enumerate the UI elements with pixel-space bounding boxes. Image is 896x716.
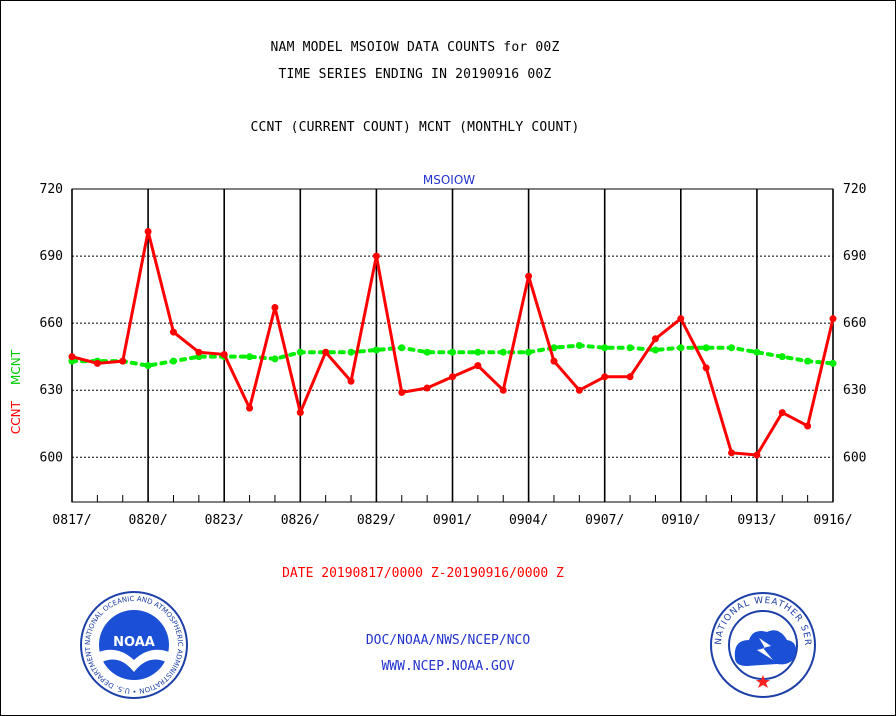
ccnt-data-point (804, 422, 812, 430)
y-tick-label-right: 600 (843, 450, 866, 465)
x-tick-label: 0904/ (509, 513, 548, 528)
ccnt-data-point (449, 373, 456, 381)
y-tick-label-right: 720 (843, 182, 866, 197)
y-tick-label-right: 660 (843, 316, 866, 331)
header-title-line-1: NAM MODEL MSOIOW DATA COUNTS for 00Z (270, 40, 560, 55)
ccnt-data-point (474, 362, 482, 370)
ccnt-data-point (271, 303, 279, 311)
ccnt-data-point (702, 364, 710, 372)
y-tick-label-left: 660 (40, 316, 63, 331)
mcnt-data-point (144, 362, 152, 370)
y-axis-label: CCNT MCNT (9, 349, 23, 434)
mcnt-data-point (651, 346, 659, 354)
mcnt-data-point (499, 348, 507, 356)
mcnt-data-point (778, 353, 786, 361)
mcnt-data-point (702, 344, 710, 352)
mcnt-data-point (296, 348, 304, 356)
mcnt-data-point (449, 348, 456, 356)
mcnt-data-point (804, 357, 812, 365)
ccnt-data-point (195, 348, 203, 356)
grid-layer (71, 188, 834, 503)
ccnt-data-point (677, 315, 685, 323)
mcnt-data-point (626, 344, 634, 352)
x-tick-label: 0820/ (129, 513, 168, 528)
mcnt-data-point (246, 353, 254, 361)
ccnt-data-point (372, 252, 380, 260)
x-tick-label: 0826/ (281, 513, 320, 528)
ccnt-data-point (626, 373, 634, 381)
y-axis-label-ccnt: CCNT (9, 400, 23, 434)
ccnt-data-point (423, 384, 431, 392)
ccnt-data-point (499, 386, 507, 394)
org-line: DOC/NOAA/NWS/NCEP/NCO (365, 633, 531, 648)
header-title-line-2: TIME SERIES ENDING IN 20190916 00Z (278, 67, 552, 82)
x-tick-label: 0817/ (52, 513, 91, 528)
ccnt-data-point (753, 451, 761, 459)
y-tick-label-left: 720 (40, 182, 63, 197)
ccnt-data-point (778, 409, 786, 417)
nws-logo: NATIONAL WEATHER SERVICE (707, 590, 816, 698)
mcnt-data-point (423, 348, 431, 356)
ccnt-data-point (169, 328, 177, 336)
mcnt-data-point (169, 357, 177, 365)
y-tick-label-left: 690 (40, 249, 63, 264)
mcnt-data-point (728, 344, 736, 352)
mcnt-data-point (474, 348, 482, 356)
ccnt-data-point (144, 227, 152, 235)
ccnt-data-point (728, 449, 736, 457)
series-layer (68, 227, 837, 459)
url-link[interactable]: WWW.NCEP.NOAA.GOV (381, 659, 515, 674)
date-range-label: DATE 20190817/0000 Z-20190916/0000 Z (282, 566, 564, 581)
mcnt-data-point (271, 355, 279, 363)
header-title-line-3: CCNT (CURRENT COUNT) MCNT (MONTHLY COUNT… (250, 120, 580, 135)
ccnt-data-point (246, 404, 254, 412)
mcnt-data-point (347, 348, 355, 356)
ccnt-data-point (550, 357, 558, 365)
y-tick-label-left: 600 (40, 450, 63, 465)
ccnt-data-point (575, 386, 583, 394)
x-tick-label: 0901/ (433, 513, 472, 528)
y-tick-label-right: 690 (843, 249, 866, 264)
axis-label-layer: 0817/0820/0823/0826/0829/0901/0904/0907/… (40, 182, 867, 528)
mcnt-data-point (525, 348, 533, 356)
mcnt-data-point (372, 346, 380, 354)
ccnt-data-point (398, 388, 406, 396)
mcnt-data-point (550, 344, 558, 352)
ccnt-data-point (601, 373, 609, 381)
mcnt-data-point (829, 359, 837, 367)
ccnt-data-point (829, 315, 837, 323)
x-tick-label: 0913/ (737, 513, 776, 528)
noaa-logo-text: NOAA (113, 635, 155, 650)
mcnt-data-point (677, 344, 685, 352)
mcnt-data-point (575, 342, 583, 349)
noaa-logo: NATIONAL OCEANIC AND ATMOSPHERIC ADMINIS… (78, 590, 188, 699)
mcnt-data-point (753, 348, 761, 356)
mcnt-data-point (601, 344, 609, 352)
ccnt-data-point (525, 272, 533, 280)
ccnt-data-point (93, 359, 101, 367)
ccnt-data-point (651, 335, 659, 343)
y-tick-label-left: 630 (40, 383, 63, 398)
x-tick-label: 0910/ (661, 513, 700, 528)
chart-title: MSOIOW (423, 173, 475, 187)
ccnt-data-point (68, 353, 76, 361)
x-tick-label: 0823/ (205, 513, 244, 528)
mcnt-data-point (398, 344, 406, 352)
x-tick-label: 0829/ (357, 513, 396, 528)
ccnt-data-point (347, 377, 355, 385)
ccnt-data-point (220, 350, 228, 358)
x-tick-label: 0907/ (585, 513, 624, 528)
ccnt-data-point (322, 348, 330, 356)
y-axis-label-mcnt: MCNT (9, 349, 23, 385)
ccnt-data-point (119, 357, 127, 365)
ccnt-data-point (296, 409, 304, 417)
y-tick-label-right: 630 (843, 383, 866, 398)
x-tick-label: 0916/ (813, 513, 852, 528)
